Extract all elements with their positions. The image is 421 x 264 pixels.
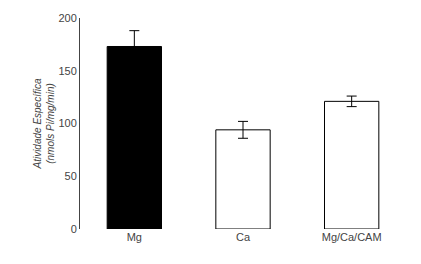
svg-text:Atividade Específica(nmols Pi/: Atividade Específica(nmols Pi/mg/min) [32, 78, 56, 169]
svg-text:Ca: Ca [236, 231, 251, 243]
svg-text:Mg/Ca/CAM: Mg/Ca/CAM [322, 231, 382, 243]
svg-text:Mg: Mg [127, 231, 142, 243]
svg-text:200: 200 [58, 12, 76, 24]
svg-text:150: 150 [58, 65, 76, 77]
svg-text:0: 0 [71, 223, 77, 235]
svg-text:100: 100 [58, 117, 76, 129]
svg-text:50: 50 [65, 170, 77, 182]
